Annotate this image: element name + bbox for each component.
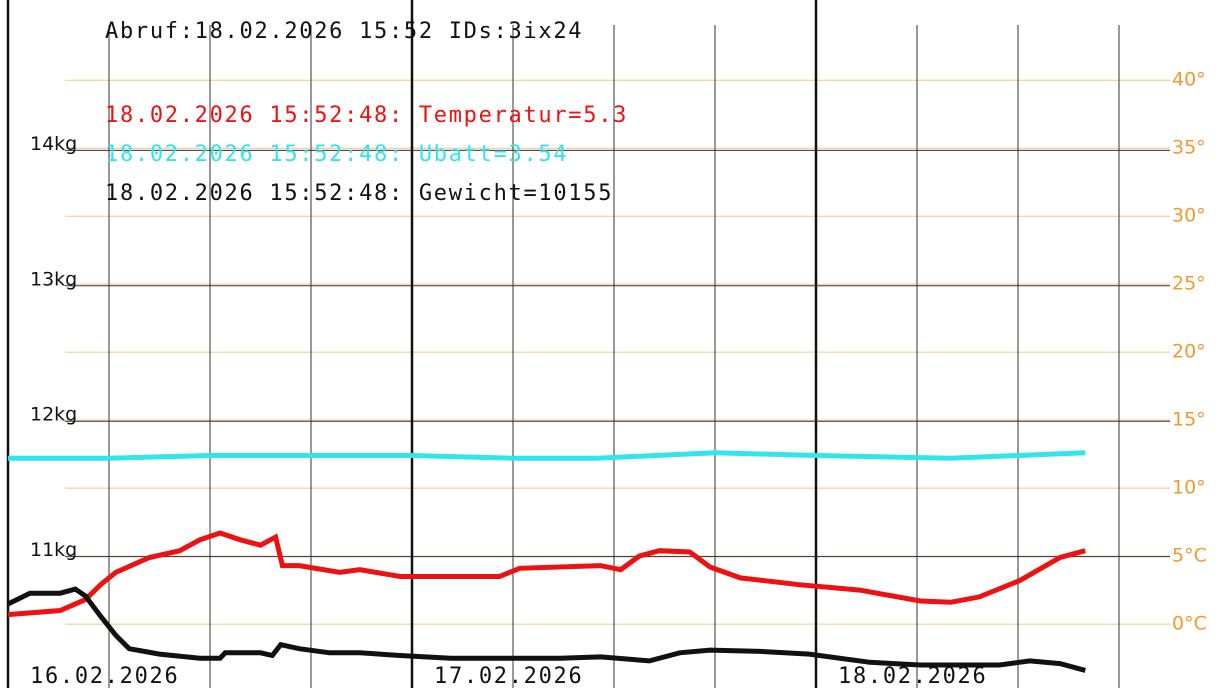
y-tick-label: 12kg (30, 404, 77, 426)
data-line (7, 530, 1086, 618)
chart-title: Abruf:18.02.2026 15:52 IDs:3ix24 (105, 19, 583, 44)
y2-tick-label: 20° (1172, 341, 1206, 363)
data-line (8, 450, 1086, 461)
y2-tick-label: 10° (1172, 477, 1206, 499)
y-tick-label: 13kg (30, 268, 77, 290)
labels: Abruf:18.02.2026 15:52 IDs:3ix24 0°C 5°C 1… (30, 19, 1207, 688)
y2-tick-label: 0°C (1172, 613, 1207, 635)
y-tick-label: 11kg (30, 539, 77, 561)
grid (6, 0, 1170, 688)
plot (6, 450, 1086, 673)
y2-tick-label: 5°C (1172, 545, 1207, 567)
annotation: 18.02.2026 15:52:48: Gewicht=10155 (105, 181, 613, 206)
annotation: 18.02.2026 15:52:48: Temperatur=5.3 (105, 103, 628, 128)
y2-tick-label: 15° (1172, 409, 1206, 431)
y2-tick-label: 30° (1172, 205, 1206, 227)
y-tick-label: 14kg (30, 133, 77, 155)
x-tick-label: 18.02.2026 (838, 664, 987, 688)
annotation: 18.02.2026 15:52:48: Ubatt=3.54 (105, 142, 568, 167)
y2-tick-label: 25° (1172, 273, 1206, 295)
y2-tick-label: 35° (1172, 137, 1206, 159)
data-line (6, 586, 1086, 673)
x-tick-label: 17.02.2026 (434, 664, 583, 688)
x-tick-label: 16.02.2026 (30, 664, 179, 688)
y2-tick-label: 40° (1172, 69, 1206, 91)
